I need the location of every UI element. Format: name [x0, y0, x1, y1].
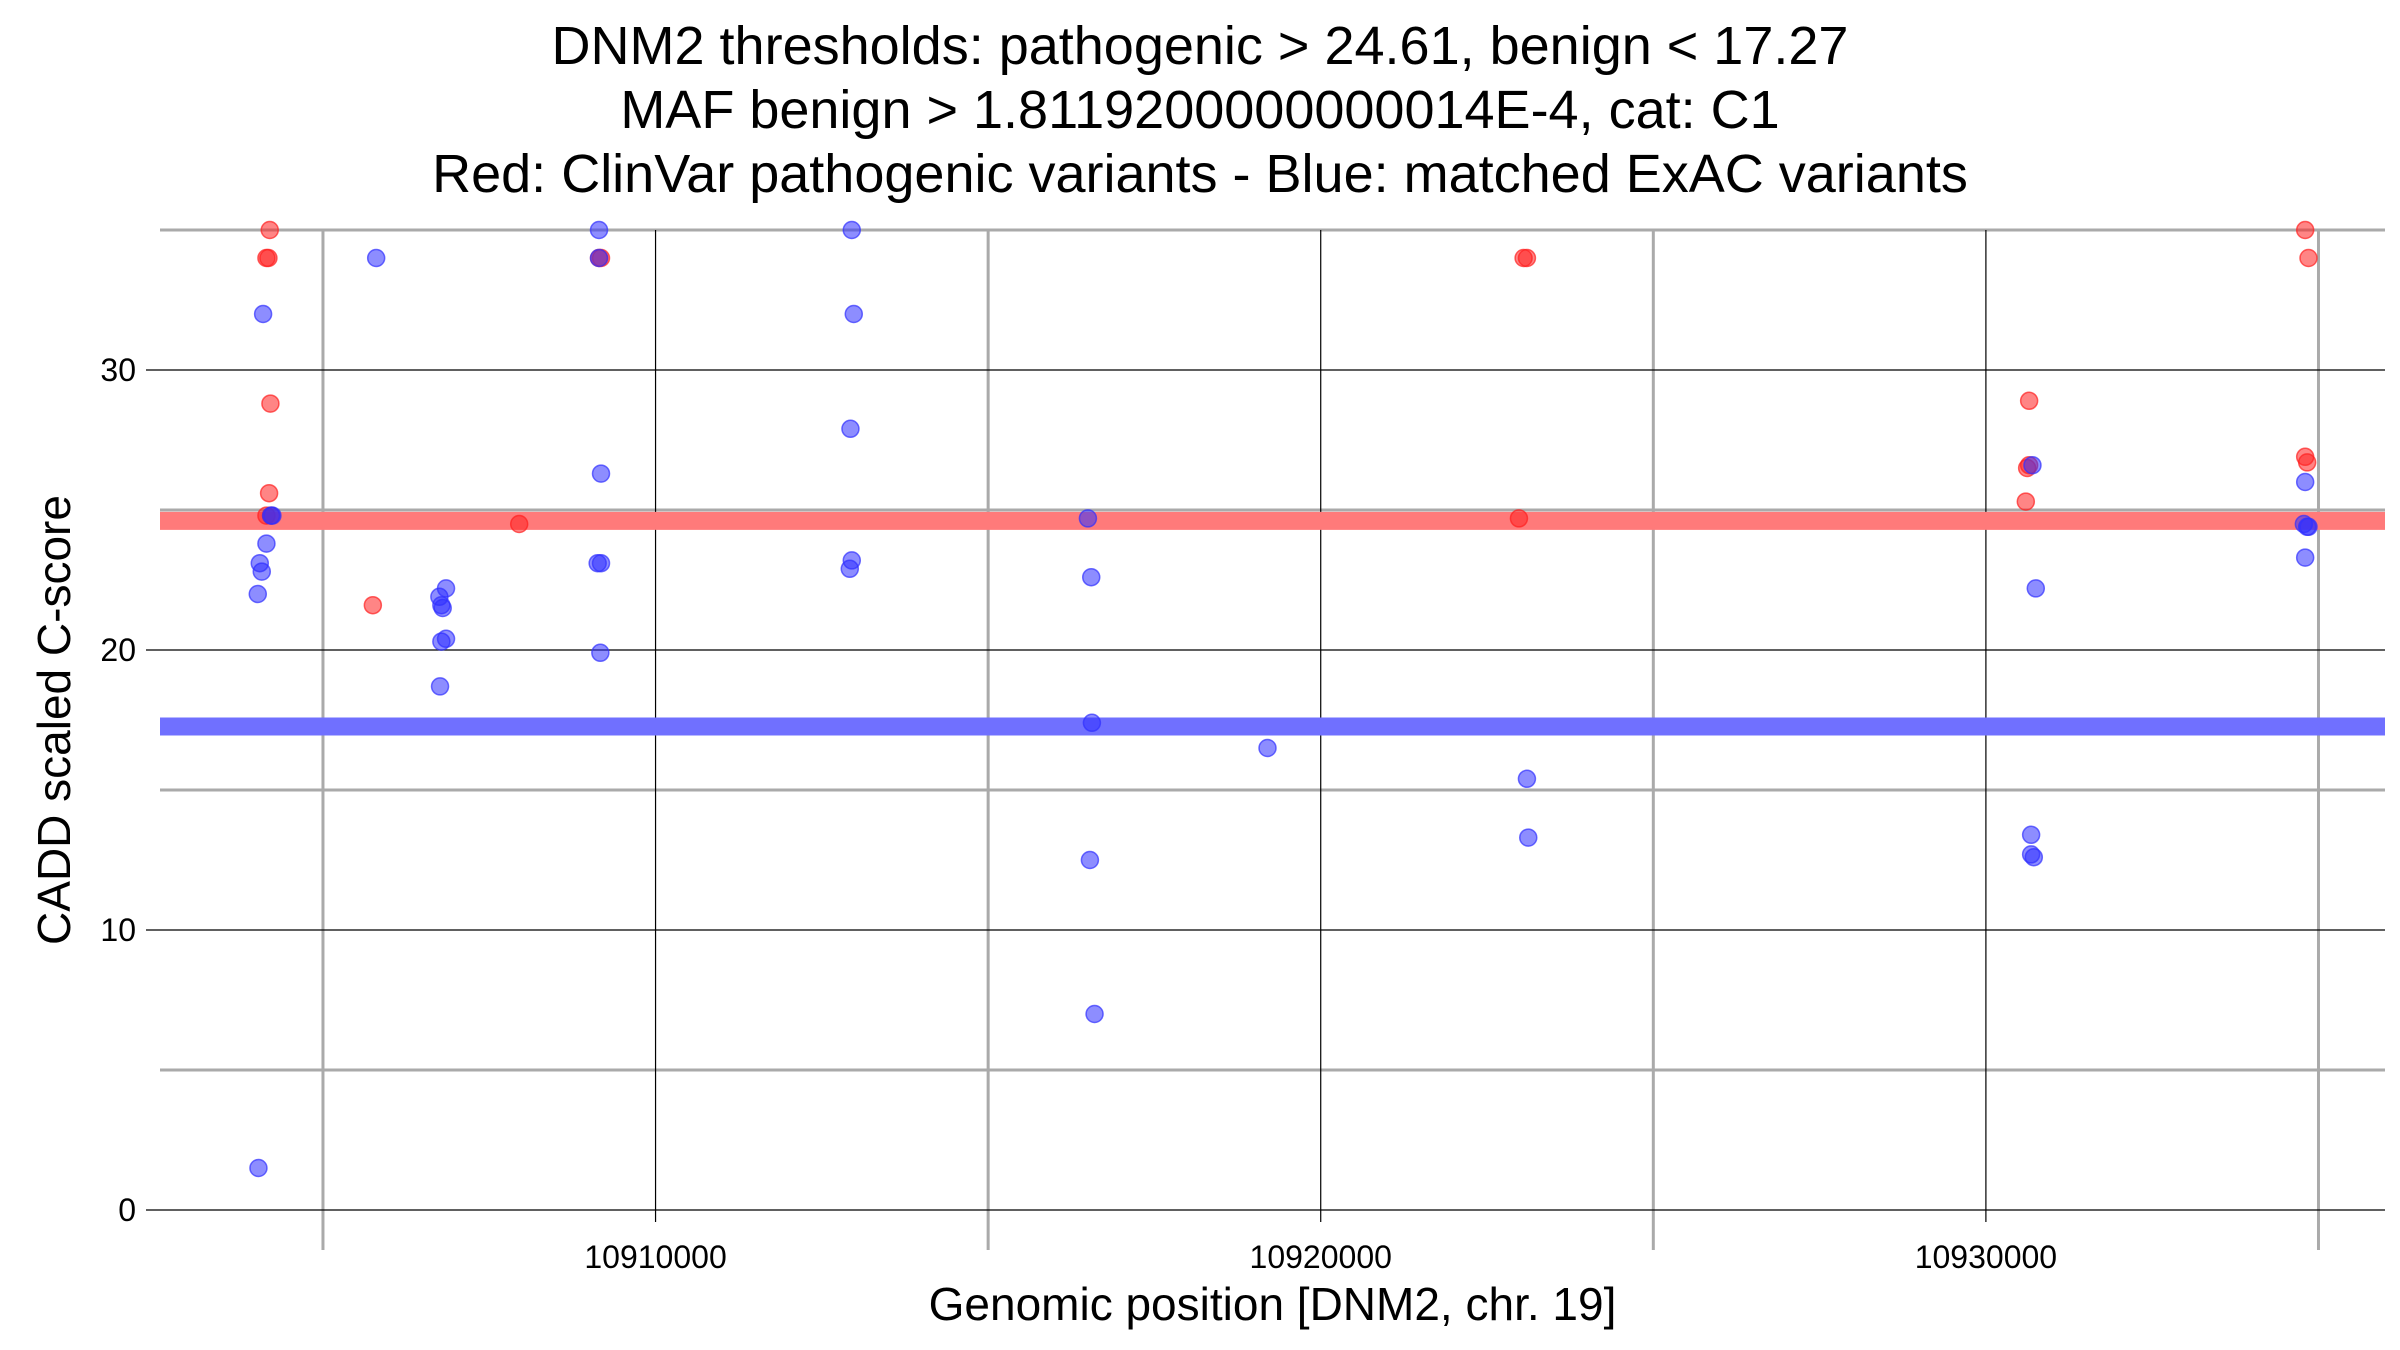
data-point [591, 464, 611, 483]
data-point [589, 248, 609, 268]
data-point [1080, 850, 1100, 870]
data-point [2299, 517, 2318, 537]
data-point [588, 553, 607, 573]
data-point [432, 595, 451, 615]
data-point [263, 506, 282, 525]
chart-title: DNM2 thresholds: pathogenic > 24.61, ben… [0, 14, 2400, 206]
data-point [1085, 1004, 1104, 1024]
data-point [1081, 567, 1101, 587]
data-points [248, 220, 2318, 1178]
data-point [259, 248, 278, 268]
data-point [1082, 713, 1102, 733]
data-point [252, 562, 272, 581]
data-point [1517, 248, 1537, 268]
data-point [249, 1158, 268, 1178]
data-point [432, 632, 451, 651]
data-point [842, 220, 862, 240]
data-point [363, 595, 383, 615]
y-tick-label: 0 [118, 1192, 136, 1228]
data-point [509, 514, 529, 534]
x-tick-label: 10920000 [1250, 1239, 1392, 1275]
data-point [366, 248, 386, 268]
data-point [261, 394, 280, 413]
data-point [2024, 847, 2044, 867]
data-point [2295, 472, 2315, 492]
data-point [260, 220, 280, 240]
data-point [436, 579, 456, 598]
y-tick-label: 20 [100, 632, 136, 668]
chart-title-line-1: DNM2 thresholds: pathogenic > 24.61, ben… [551, 16, 1849, 76]
y-tick-label: 30 [100, 352, 136, 388]
data-point [2019, 391, 2039, 411]
y-tick-label: 10 [100, 912, 136, 948]
data-point [841, 419, 860, 439]
data-point [430, 677, 450, 696]
x-tick-label: 10910000 [584, 1239, 726, 1275]
data-point [2016, 492, 2036, 511]
data-point [1258, 738, 1277, 758]
data-point [2295, 220, 2315, 240]
data-point [257, 534, 276, 553]
chart-title-line-2: MAF benign > 1.8119200000000014E-4, cat:… [620, 80, 1780, 140]
data-point [1519, 828, 1538, 847]
data-point [253, 304, 273, 324]
axes: 10910000 10920000 10930000 0 10 20 30 [100, 352, 2057, 1275]
data-point [589, 220, 609, 240]
threshold-lines [160, 511, 2385, 736]
data-point [2295, 548, 2315, 567]
y-axis-title: CADD scaled C-score [28, 495, 80, 945]
data-point [259, 483, 279, 503]
data-point [591, 643, 610, 663]
data-point [844, 304, 864, 324]
x-tick-label: 10930000 [1915, 1239, 2057, 1275]
data-point [2297, 453, 2317, 472]
chart-title-line-3: Red: ClinVar pathogenic variants - Blue:… [432, 144, 1968, 204]
data-point [2299, 248, 2318, 268]
data-point [1517, 769, 1537, 789]
data-point [2021, 825, 2041, 845]
data-point [1078, 509, 1098, 528]
data-point [248, 584, 268, 604]
data-point [2026, 579, 2046, 598]
data-point [840, 559, 860, 579]
x-axis-title: Genomic position [DNM2, chr. 19] [929, 1278, 1617, 1330]
data-point [2023, 455, 2042, 475]
data-point [1509, 509, 1529, 528]
